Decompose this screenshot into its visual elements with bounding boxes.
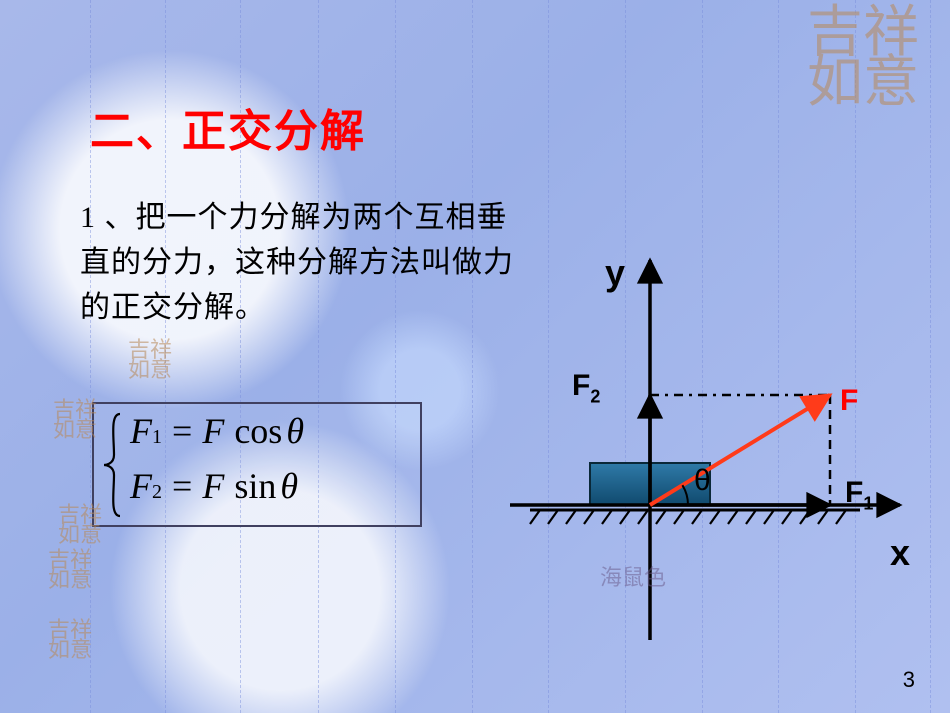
eq2-lhs-var: F: [130, 465, 152, 507]
svg-text:y: y: [605, 252, 625, 293]
svg-text:F2: F2: [572, 369, 600, 407]
equation-box: F1 = F cos θ F2 = F sin θ: [92, 402, 422, 527]
eq2-rhs-var: F: [202, 465, 224, 507]
equation-row-2: F2 = F sin θ: [130, 465, 304, 520]
eq1-func: cos: [234, 410, 282, 452]
left-brace-icon: [102, 410, 126, 520]
eq2-lhs-sub: 2: [152, 481, 162, 504]
eq1-lhs-sub: 1: [152, 426, 162, 449]
eq1-lhs-var: F: [130, 410, 152, 452]
seal-large: 吉祥如意: [788, 8, 938, 109]
eq1-rhs-var: F: [202, 410, 224, 452]
force-diagram: y x θ F F1 F2: [500, 245, 920, 645]
svg-text:θ: θ: [694, 464, 711, 497]
seal-small: 吉祥如意: [40, 620, 100, 660]
seal-small: 吉祥如意: [120, 340, 180, 380]
svg-text:F1: F1: [845, 476, 873, 514]
svg-text:F: F: [840, 384, 858, 417]
seal-small: 吉祥如意: [45, 400, 105, 440]
eq2-equals: =: [172, 465, 192, 507]
watermark-text: 海鼠色: [600, 560, 666, 592]
page-number: 3: [903, 667, 915, 693]
equation-row-1: F1 = F cos θ: [130, 410, 304, 465]
slide-title: 二、正交分解: [90, 95, 366, 159]
seal-small: 吉祥如意: [50, 505, 110, 545]
eq1-angle: θ: [286, 410, 304, 452]
seal-small: 吉祥如意: [40, 550, 100, 590]
eq2-func: sin: [234, 465, 276, 507]
body-paragraph: 1 、把一个力分解为两个互相垂直的分力，这种分解方法叫做力的正交分解。: [80, 195, 520, 330]
eq1-equals: =: [172, 410, 192, 452]
eq2-angle: θ: [280, 465, 298, 507]
equation-lines: F1 = F cos θ F2 = F sin θ: [130, 410, 304, 520]
svg-text:x: x: [890, 532, 910, 573]
